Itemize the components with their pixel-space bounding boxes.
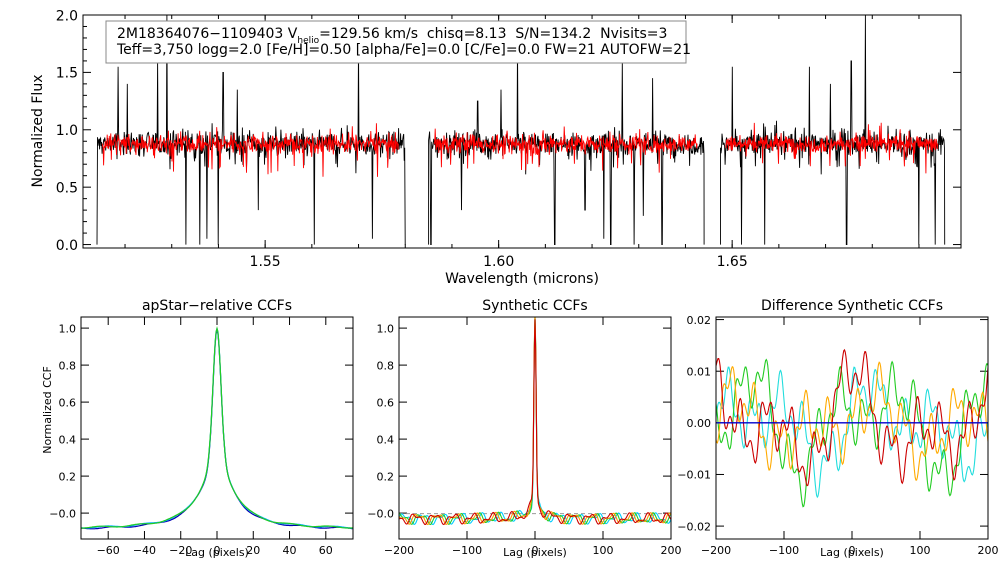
y-tick-label: 0.2	[59, 470, 77, 483]
x-tick-label: −200	[701, 544, 731, 557]
spectrum-annotation-box: 2M18364076−1109403 Vhelio=129.56 km/s ch…	[105, 20, 691, 64]
x-tick-label: −20	[169, 544, 192, 557]
x-tick-label: 100	[593, 544, 614, 557]
synthetic-ccf-title: Synthetic CCFs	[482, 298, 587, 314]
x-tick-label: −100	[769, 544, 799, 557]
spectrum-ylabel: Normalized Flux	[30, 75, 46, 188]
synthetic-spectrum-line	[725, 122, 939, 174]
annotation-v-subscript: helio	[297, 36, 319, 46]
diff-series-line	[716, 348, 988, 487]
y-tick-label: 0.2	[377, 470, 395, 483]
annotation-v-symbol: V	[288, 26, 298, 42]
y-tick-label: −0.02	[677, 520, 711, 533]
y-tick-label: 2.0	[56, 8, 78, 24]
y-tick-label: 0.8	[377, 359, 395, 372]
difference-ccf-frame	[715, 316, 989, 540]
x-tick-label: 200	[978, 544, 999, 557]
y-tick-label: 0.6	[59, 396, 77, 409]
synthetic-ccf-panel: Synthetic CCFs −200 −100 0 100 200 −0.0 0.2 0.4…	[367, 298, 681, 559]
apstar-ccf-panel: apStar−relative CCFs −60 −40 −20 0 20 40 60 −0.…	[41, 298, 354, 559]
ccf-series-line	[81, 326, 353, 529]
spectrum-panel: 1.55 1.60 1.65 0.0 0.5 1.0 1.5 2.0 Wavelength (…	[30, 8, 962, 287]
diff-series-line	[716, 358, 988, 508]
apstar-ccf-ticks	[81, 317, 353, 539]
annotation-line-1: 2M18364076−1109403 Vhelio=129.56 km/s ch…	[117, 26, 667, 46]
y-tick-label: 0.01	[687, 365, 712, 378]
synthetic-ccf-lines	[399, 317, 671, 526]
x-tick-label: 20	[246, 544, 260, 557]
x-tick-label: 0	[849, 544, 856, 557]
y-tick-label: 0.0	[56, 238, 78, 254]
y-tick-label: −0.01	[677, 469, 711, 482]
x-tick-label: 200	[661, 544, 682, 557]
x-tick-label: −200	[384, 544, 414, 557]
ccf-series-line	[399, 319, 671, 525]
ccf-series-line	[399, 317, 671, 526]
difference-ccf-lines	[716, 348, 988, 508]
observed-spectrum-line	[720, 15, 946, 246]
y-tick-label: 1.0	[59, 322, 77, 335]
difference-ccf-tick-labels: −200 −100 0 100 200 −0.02 −0.01 0.00 0.01 0.02	[677, 314, 998, 557]
y-tick-label: 0.4	[377, 433, 395, 446]
apstar-ccf-tick-labels: −60 −40 −20 0 20 40 60 −0.0 0.2 0.4 0.6 0.8 1.0	[49, 322, 333, 557]
synthetic-ccf-xlabel: Lag (pixels)	[503, 546, 567, 559]
apstar-ccf-frame	[80, 316, 354, 540]
y-tick-label: −0.0	[49, 507, 76, 520]
apstar-ccf-xlabel: Lag (pixels)	[185, 546, 249, 559]
synthetic-spectrum-line	[102, 123, 399, 177]
y-tick-label: 0.6	[377, 396, 395, 409]
synthetic-ccf-tick-labels: −200 −100 0 100 200 −0.0 0.2 0.4 0.6 0.8 1.0	[367, 322, 681, 557]
x-tick-label: −60	[97, 544, 120, 557]
annotation-line-2: Teff=3,750 logg=2.0 [Fe/H]=0.50 [alpha/F…	[116, 42, 691, 58]
spectrum-xlabel: Wavelength (microns)	[445, 271, 599, 287]
y-tick-label: 1.5	[56, 66, 78, 82]
x-tick-label: 100	[910, 544, 931, 557]
x-tick-label: −100	[452, 544, 482, 557]
synthetic-ccf-ticks	[398, 317, 672, 539]
x-tick-label: 1.60	[483, 254, 514, 270]
spectrum-frame	[82, 14, 962, 249]
y-tick-label: 0.5	[56, 180, 78, 196]
diff-series-line	[716, 366, 988, 499]
x-tick-label: 1.65	[717, 254, 748, 270]
annotation-stats: =129.56 km/s chisq=8.13 S/N=134.2 Nvisit…	[319, 26, 667, 42]
difference-ccf-xlabel: Lag (pixels)	[820, 546, 884, 559]
y-tick-label: 0.8	[59, 359, 77, 372]
x-tick-label: 0	[532, 544, 539, 557]
ccf-series-line	[81, 329, 353, 530]
x-tick-label: 1.55	[250, 254, 281, 270]
spectrum-ticks	[83, 14, 961, 248]
annotation-star-id: 2M18364076−1109403	[117, 26, 283, 42]
apstar-ccf-ylabel: Normalized CCF	[41, 366, 54, 454]
apstar-ccf-title: apStar−relative CCFs	[142, 298, 292, 314]
difference-ccf-panel: Difference Synthetic CCFs −200 −100 0 100 20…	[677, 298, 998, 559]
ccf-series-line	[399, 318, 671, 526]
x-tick-label: 0	[214, 544, 221, 557]
y-tick-label: 1.0	[56, 123, 78, 139]
x-tick-label: −40	[133, 544, 156, 557]
apstar-ccf-lines	[81, 326, 353, 530]
y-tick-label: 1.0	[377, 322, 395, 335]
spectrum-tick-labels: 1.55 1.60 1.65 0.0 0.5 1.0 1.5 2.0	[56, 8, 748, 270]
y-tick-label: −0.0	[367, 507, 394, 520]
ccf-series-line	[81, 328, 353, 529]
diff-series-line	[716, 361, 988, 481]
y-tick-label: 0.02	[687, 314, 712, 327]
x-tick-label: 60	[319, 544, 333, 557]
synthetic-ccf-frame	[398, 316, 672, 540]
synthetic-spectrum-line	[433, 126, 698, 173]
y-tick-label: 0.00	[687, 417, 712, 430]
x-tick-label: 40	[283, 544, 297, 557]
y-tick-label: 0.4	[59, 433, 77, 446]
difference-ccf-title: Difference Synthetic CCFs	[761, 298, 943, 314]
